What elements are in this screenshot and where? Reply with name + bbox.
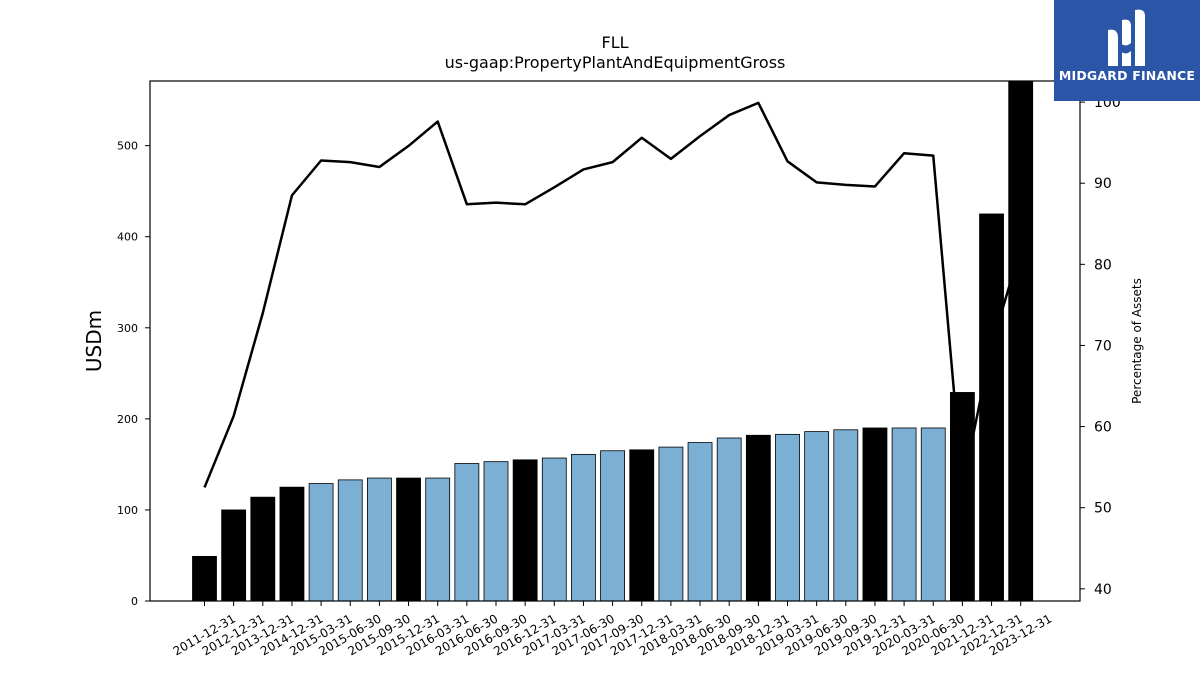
y2-tick-label: 50 xyxy=(1094,501,1112,517)
bar xyxy=(833,429,859,602)
bar xyxy=(221,509,247,602)
bar xyxy=(483,461,509,602)
bar xyxy=(541,457,567,602)
bar xyxy=(687,442,713,602)
bar xyxy=(425,477,451,602)
bar xyxy=(629,449,655,602)
bar xyxy=(454,463,480,602)
line-layer xyxy=(203,101,1022,489)
y-tick-label: 200 xyxy=(117,413,138,426)
bar xyxy=(571,453,596,602)
bar xyxy=(366,477,392,602)
bar xyxy=(512,459,538,602)
y2-tick-label: 80 xyxy=(1094,257,1112,273)
y-tick-label: 400 xyxy=(117,231,138,244)
bar xyxy=(862,427,888,602)
bar xyxy=(804,431,830,602)
bars-layer xyxy=(192,80,1034,602)
bar xyxy=(337,479,363,602)
logo-mark-icon xyxy=(1108,9,1145,66)
bar xyxy=(396,477,421,602)
bar xyxy=(950,392,975,602)
bar xyxy=(658,446,684,602)
bar xyxy=(308,483,334,602)
bar xyxy=(600,450,625,602)
y2-tick-label: 40 xyxy=(1094,582,1112,598)
bar xyxy=(775,433,800,602)
bar xyxy=(279,486,305,602)
y2-tick-label: 60 xyxy=(1094,420,1112,436)
y-tick-label: 300 xyxy=(117,322,138,335)
bar xyxy=(716,437,742,602)
plot-frame xyxy=(149,80,1081,602)
y-tick-label: 500 xyxy=(117,140,138,153)
series-line xyxy=(203,101,1022,489)
bar xyxy=(192,555,217,602)
brand-logo: MIDGARD FINANCE xyxy=(1054,0,1200,101)
y-tick-label: 100 xyxy=(117,504,138,517)
y2-axis-label: Percentage of Assets xyxy=(1130,278,1144,404)
bar xyxy=(250,496,276,602)
bar xyxy=(979,213,1004,602)
chart-subtitle: us-gaap:PropertyPlantAndEquipmentGross xyxy=(445,53,786,72)
y-axis-label: USDm xyxy=(82,310,106,372)
y-tick-label: 0 xyxy=(131,595,138,608)
logo-text: MIDGARD FINANCE xyxy=(1058,68,1196,83)
chart-title: FLL xyxy=(601,33,628,52)
y2-tick-label: 90 xyxy=(1094,176,1112,192)
bar xyxy=(745,434,771,602)
bar xyxy=(1008,80,1034,602)
bar xyxy=(891,427,917,602)
bar xyxy=(920,427,946,602)
y2-tick-label: 70 xyxy=(1094,338,1112,354)
